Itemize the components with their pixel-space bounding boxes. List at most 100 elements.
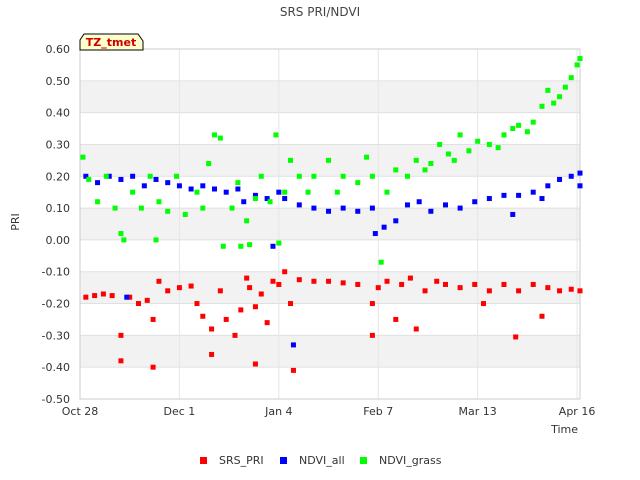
x-axis-label: Time xyxy=(550,423,578,436)
data-point xyxy=(118,231,124,237)
data-point xyxy=(437,141,443,147)
data-point xyxy=(539,196,545,202)
data-point xyxy=(574,62,580,68)
data-point xyxy=(577,56,583,62)
data-point xyxy=(238,243,244,249)
data-point xyxy=(369,301,375,307)
data-point xyxy=(235,180,241,186)
data-point xyxy=(252,304,258,310)
data-point xyxy=(562,84,568,90)
data-point xyxy=(127,294,133,300)
data-point xyxy=(326,208,332,214)
data-point xyxy=(326,278,332,284)
data-point xyxy=(577,170,583,176)
data-point xyxy=(176,285,182,291)
data-point xyxy=(551,100,557,106)
data-point xyxy=(428,161,434,167)
data-point xyxy=(568,173,574,179)
data-point xyxy=(273,132,279,138)
data-point xyxy=(258,291,264,297)
x-tick-label: Dec 1 xyxy=(164,405,196,418)
y-axis-ticks: 0.60 0.50 0.40 0.30 0.20 0.10 0.00 -0.10 -0.20 -0… xyxy=(42,43,70,406)
data-point xyxy=(165,180,171,186)
data-point xyxy=(290,367,296,373)
data-point xyxy=(399,281,405,287)
data-point xyxy=(393,167,399,173)
y-tick-label: 0.00 xyxy=(46,234,71,247)
plot-band xyxy=(80,335,580,368)
data-point xyxy=(217,288,223,294)
data-point xyxy=(150,364,156,370)
data-point xyxy=(381,224,387,230)
data-point xyxy=(384,189,390,195)
data-point xyxy=(212,186,218,192)
x-tick-label: Mar 13 xyxy=(459,405,497,418)
data-point xyxy=(539,103,545,109)
data-point xyxy=(118,176,124,182)
data-point xyxy=(557,94,563,100)
data-point xyxy=(466,148,472,154)
data-point xyxy=(475,138,481,144)
legend: SRS_PRI NDVI_all NDVI_grass xyxy=(200,454,442,467)
data-point xyxy=(118,358,124,364)
data-point xyxy=(150,316,156,322)
data-point xyxy=(422,167,428,173)
data-point xyxy=(232,332,238,338)
data-point xyxy=(375,285,381,291)
data-point xyxy=(209,351,215,357)
data-point xyxy=(472,281,478,287)
data-point xyxy=(194,301,200,307)
data-point xyxy=(144,297,150,303)
data-point xyxy=(86,176,92,182)
data-point xyxy=(130,189,136,195)
data-point xyxy=(378,259,384,265)
y-tick-label: -0.30 xyxy=(42,329,70,342)
data-point xyxy=(241,199,247,205)
x-tick-label: Feb 7 xyxy=(363,405,393,418)
data-point xyxy=(355,208,361,214)
x-tick-label: Apr 16 xyxy=(559,405,596,418)
data-point xyxy=(270,278,276,284)
plot-frame xyxy=(79,48,581,400)
data-point xyxy=(252,192,258,198)
x-tick-label: Oct 28 xyxy=(62,405,99,418)
data-point xyxy=(393,218,399,224)
series-ndvi-grass xyxy=(80,56,583,265)
data-point xyxy=(472,199,478,205)
plot-band xyxy=(80,80,580,113)
data-point xyxy=(372,231,378,237)
data-point xyxy=(501,132,507,138)
data-point xyxy=(118,332,124,338)
data-point xyxy=(83,294,89,300)
data-point xyxy=(434,278,440,284)
data-point xyxy=(577,183,583,189)
data-point xyxy=(106,173,112,179)
data-point xyxy=(282,189,288,195)
data-point xyxy=(103,173,109,179)
data-point xyxy=(442,281,448,287)
data-point xyxy=(223,189,229,195)
data-point xyxy=(95,199,101,205)
data-point xyxy=(404,173,410,179)
plot-band xyxy=(80,271,580,304)
data-point xyxy=(270,243,276,249)
data-point xyxy=(501,192,507,198)
chart-title: SRS PRI/NDVI xyxy=(280,5,360,19)
legend-label: NDVI_grass xyxy=(379,454,442,467)
data-point xyxy=(188,283,194,289)
data-point xyxy=(530,189,536,195)
data-point xyxy=(296,202,302,208)
data-point xyxy=(121,237,127,243)
data-point xyxy=(311,278,317,284)
data-point xyxy=(112,205,118,211)
data-point xyxy=(212,132,218,138)
data-point xyxy=(296,173,302,179)
legend-item: NDVI_all xyxy=(280,454,345,467)
data-point xyxy=(244,218,250,224)
data-point xyxy=(545,285,551,291)
plot-bands xyxy=(80,80,580,368)
data-point xyxy=(355,281,361,287)
data-point xyxy=(486,288,492,294)
data-point xyxy=(311,205,317,211)
